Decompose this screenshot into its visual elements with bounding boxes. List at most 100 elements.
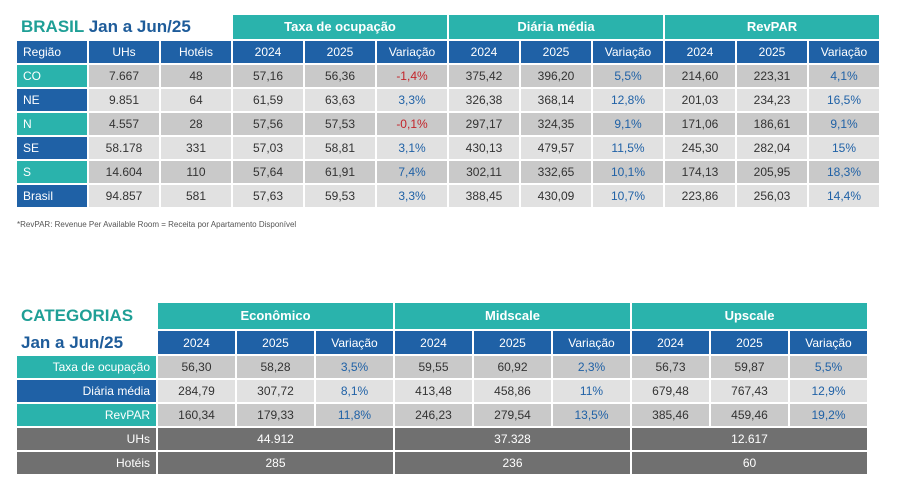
to-2025-cell: 61,91 — [305, 161, 375, 183]
dm-2024-cell: 430,13 — [449, 137, 519, 159]
column-header-uhs: UHs — [89, 41, 159, 63]
eco-variacao-cell: 8,1% — [316, 380, 393, 402]
table-row-revpar: RevPAR 160,34 179,33 11,8% 246,23 279,54… — [17, 404, 867, 426]
region-label: S — [17, 161, 87, 183]
mid-2025-cell: 279,54 — [474, 404, 551, 426]
dm-2024-cell: 297,17 — [449, 113, 519, 135]
region-label: N — [17, 113, 87, 135]
to-2024-cell: 57,63 — [233, 185, 303, 207]
to-2025-cell: 56,36 — [305, 65, 375, 87]
uhs-cell: 58.178 — [89, 137, 159, 159]
mid-variacao-cell: 13,5% — [553, 404, 630, 426]
table-row-se: SE 58.178 331 57,03 58,81 3,1% 430,13 47… — [17, 137, 879, 159]
hoteis-cell: 110 — [161, 161, 231, 183]
column-header-dm-2024: 2024 — [449, 41, 519, 63]
eco-2025-cell: 307,72 — [237, 380, 314, 402]
brasil-title-period: Jan a Jun/25 — [88, 17, 191, 36]
categorias-table: CATEGORIAS Econômico Midscale Upscale Ja… — [15, 301, 869, 476]
rv-2024-cell: 174,13 — [665, 161, 735, 183]
region-label: CO — [17, 65, 87, 87]
rv-variacao-cell: 9,1% — [809, 113, 879, 135]
column-header-hoteis: Hotéis — [161, 41, 231, 63]
up-variacao-cell: 19,2% — [790, 404, 867, 426]
column-header-mid-2025: 2025 — [474, 331, 551, 354]
eco-total-cell: 285 — [158, 452, 393, 474]
rv-2025-cell: 205,95 — [737, 161, 807, 183]
column-header-to-2024: 2024 — [233, 41, 303, 63]
dm-2024-cell: 326,38 — [449, 89, 519, 111]
dm-variacao-cell: 11,5% — [593, 137, 663, 159]
column-header-dm-variacao: Variação — [593, 41, 663, 63]
dm-2025-cell: 324,35 — [521, 113, 591, 135]
categorias-group-row: CATEGORIAS Econômico Midscale Upscale — [17, 303, 867, 329]
rv-2025-cell: 186,61 — [737, 113, 807, 135]
dm-2024-cell: 388,45 — [449, 185, 519, 207]
categorias-column-header-row: Jan a Jun/25 2024 2025 Variação 2024 202… — [17, 331, 867, 354]
column-header-dm-2025: 2025 — [521, 41, 591, 63]
hoteis-cell: 48 — [161, 65, 231, 87]
column-header-eco-2024: 2024 — [158, 331, 235, 354]
eco-2025-cell: 179,33 — [237, 404, 314, 426]
up-2025-cell: 59,87 — [711, 356, 788, 378]
revpar-footnote: *RevPAR: Revenue Per Available Room = Re… — [17, 220, 297, 229]
to-variacao-cell: -0,1% — [377, 113, 447, 135]
column-header-up-variacao: Variação — [790, 331, 867, 354]
dm-variacao-cell: 10,1% — [593, 161, 663, 183]
eco-total-cell: 44.912 — [158, 428, 393, 450]
rv-2025-cell: 256,03 — [737, 185, 807, 207]
total-label: Hotéis — [17, 452, 156, 474]
table-row-n: N 4.557 28 57,56 57,53 -0,1% 297,17 324,… — [17, 113, 879, 135]
up-2024-cell: 56,73 — [632, 356, 709, 378]
group-header-upscale: Upscale — [632, 303, 867, 329]
rv-2024-cell: 201,03 — [665, 89, 735, 111]
region-label: Brasil — [17, 185, 87, 207]
dm-2024-cell: 302,11 — [449, 161, 519, 183]
column-header-to-2025: 2025 — [305, 41, 375, 63]
column-header-mid-2024: 2024 — [395, 331, 472, 354]
metric-label: Taxa de ocupação — [17, 356, 156, 378]
group-header-economico: Econômico — [158, 303, 393, 329]
column-header-to-variacao: Variação — [377, 41, 447, 63]
to-variacao-cell: 7,4% — [377, 161, 447, 183]
table-row-taxa-ocupacao: Taxa de ocupação 56,30 58,28 3,5% 59,55 … — [17, 356, 867, 378]
column-header-rv-2025: 2025 — [737, 41, 807, 63]
mid-2025-cell: 458,86 — [474, 380, 551, 402]
column-header-rv-2024: 2024 — [665, 41, 735, 63]
total-label: UHs — [17, 428, 156, 450]
mid-2024-cell: 246,23 — [395, 404, 472, 426]
uhs-cell: 94.857 — [89, 185, 159, 207]
eco-2025-cell: 58,28 — [237, 356, 314, 378]
column-header-eco-2025: 2025 — [237, 331, 314, 354]
column-header-up-2025: 2025 — [711, 331, 788, 354]
hoteis-cell: 64 — [161, 89, 231, 111]
rv-2024-cell: 171,06 — [665, 113, 735, 135]
table-row-co: CO 7.667 48 57,16 56,36 -1,4% 375,42 396… — [17, 65, 879, 87]
up-total-cell: 60 — [632, 452, 867, 474]
to-variacao-cell: 3,1% — [377, 137, 447, 159]
mid-total-cell: 236 — [395, 452, 630, 474]
column-header-mid-variacao: Variação — [553, 331, 630, 354]
rv-2025-cell: 223,31 — [737, 65, 807, 87]
rv-variacao-cell: 4,1% — [809, 65, 879, 87]
mid-2025-cell: 60,92 — [474, 356, 551, 378]
table-row-hoteis-total: Hotéis 285 236 60 — [17, 452, 867, 474]
categorias-title-period: Jan a Jun/25 — [21, 333, 124, 352]
eco-2024-cell: 284,79 — [158, 380, 235, 402]
rv-2024-cell: 223,86 — [665, 185, 735, 207]
column-header-up-2024: 2024 — [632, 331, 709, 354]
dm-variacao-cell: 12,8% — [593, 89, 663, 111]
up-2025-cell: 459,46 — [711, 404, 788, 426]
to-2025-cell: 58,81 — [305, 137, 375, 159]
eco-variacao-cell: 11,8% — [316, 404, 393, 426]
mid-2024-cell: 413,48 — [395, 380, 472, 402]
region-label: SE — [17, 137, 87, 159]
rv-variacao-cell: 18,3% — [809, 161, 879, 183]
table-row-ne: NE 9.851 64 61,59 63,63 3,3% 326,38 368,… — [17, 89, 879, 111]
hoteis-cell: 28 — [161, 113, 231, 135]
to-variacao-cell: 3,3% — [377, 185, 447, 207]
metric-label: Diária média — [17, 380, 156, 402]
table-row-brasil: Brasil 94.857 581 57,63 59,53 3,3% 388,4… — [17, 185, 879, 207]
to-2025-cell: 59,53 — [305, 185, 375, 207]
column-header-eco-variacao: Variação — [316, 331, 393, 354]
dm-variacao-cell: 10,7% — [593, 185, 663, 207]
